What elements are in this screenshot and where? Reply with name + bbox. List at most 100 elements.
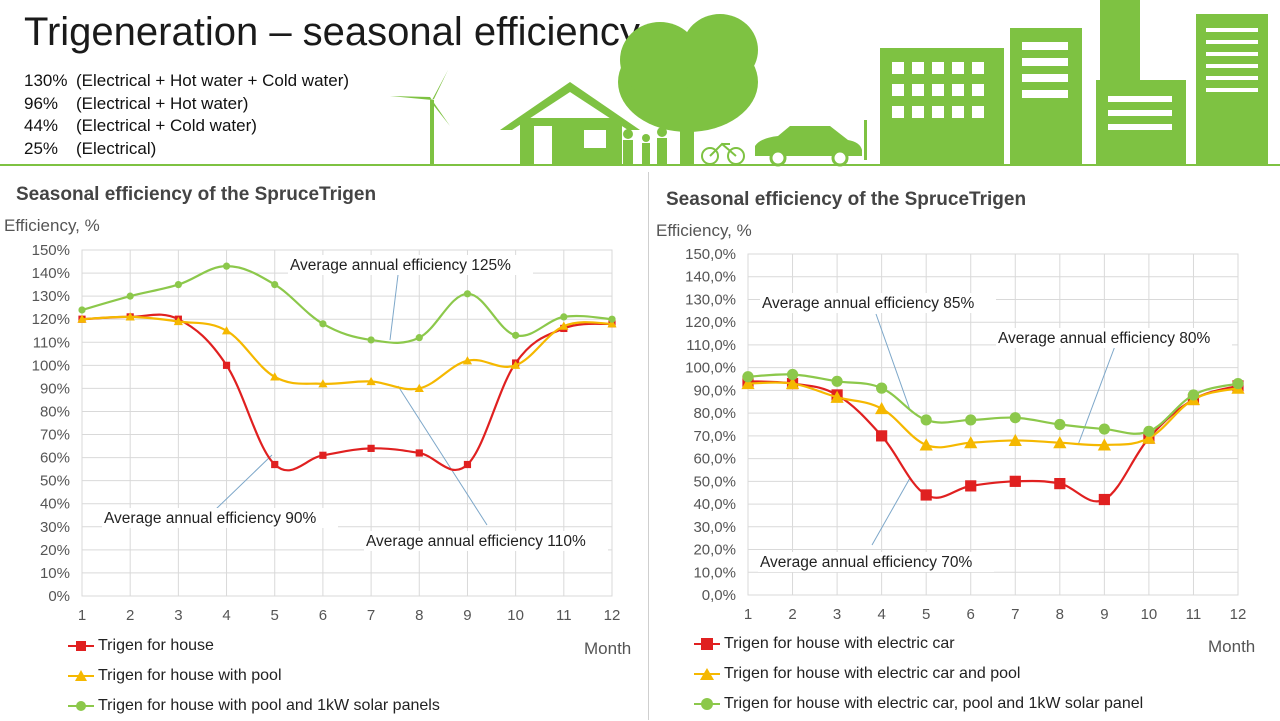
data-point-circle	[786, 368, 799, 381]
x-tick-label: 9	[463, 607, 471, 624]
efficiency-list: 130% (Electrical + Hot water + Cold wate…	[24, 70, 349, 160]
y-tick-label: 90,0%	[693, 382, 736, 399]
annotation-label: Average annual efficiency 110%	[366, 533, 586, 550]
data-point-triangle	[607, 319, 617, 328]
data-point-circle	[876, 382, 888, 394]
y-tick-label: 70%	[40, 427, 70, 444]
right-x-axis-label: Month	[1208, 637, 1256, 656]
data-point-triangle	[366, 376, 376, 386]
y-tick-label: 80,0%	[693, 405, 736, 422]
data-point-triangle	[741, 376, 755, 390]
x-tick-label: 7	[367, 607, 375, 624]
y-tick-label: 40%	[40, 496, 70, 513]
y-tick-label: 40,0%	[693, 496, 736, 513]
data-point-triangle	[173, 316, 183, 326]
legend-circle-marker-icon	[68, 701, 94, 711]
legend-item: Trigen for house with electric car and p…	[694, 659, 1143, 689]
legend-label: Trigen for house with pool and 1kW solar…	[98, 697, 440, 714]
y-tick-label: 110%	[33, 334, 70, 351]
y-tick-label: 140,0%	[685, 269, 736, 286]
data-point-square	[367, 444, 375, 452]
data-point-circle	[512, 331, 520, 339]
x-tick-label: 3	[174, 607, 182, 624]
city-banner-illustration	[390, 0, 1268, 167]
x-tick-label: 8	[415, 607, 423, 624]
legend-label: Trigen for house with pool	[98, 667, 282, 684]
efficiency-row: 25% (Electrical)	[24, 138, 349, 161]
y-tick-label: 150%	[32, 242, 70, 259]
legend-circle-marker-icon	[694, 698, 720, 710]
right-legend: Trigen for house with electric car Trige…	[694, 629, 1143, 719]
annotation-leader-line	[871, 477, 911, 546]
data-point-circle	[1009, 412, 1021, 424]
x-tick-label: 12	[1230, 606, 1247, 623]
electric-car-icon	[755, 120, 867, 167]
efficiency-description: (Electrical)	[76, 138, 157, 158]
x-tick-label: 1	[744, 606, 752, 623]
y-tick-label: 0%	[48, 588, 70, 605]
data-point-square	[965, 480, 977, 492]
header-divider	[0, 164, 1280, 166]
legend-square-marker-icon	[68, 641, 94, 651]
x-tick-label: 4	[877, 606, 885, 623]
x-tick-label: 2	[126, 607, 134, 624]
y-tick-label: 100,0%	[685, 360, 736, 377]
y-tick-label: 130%	[32, 288, 70, 305]
y-tick-label: 80%	[40, 403, 70, 420]
data-point-square	[1009, 475, 1021, 487]
y-tick-label: 50,0%	[693, 473, 736, 490]
y-tick-label: 120%	[32, 311, 70, 328]
y-tick-label: 10%	[40, 565, 70, 582]
annotation-label: Average annual efficiency 70%	[760, 554, 972, 571]
data-point-triangle	[221, 326, 232, 335]
data-point-circle	[608, 315, 616, 323]
x-tick-label: 11	[1186, 606, 1202, 623]
data-point-circle	[78, 306, 86, 314]
left-y-axis-label: Efficiency, %	[4, 216, 100, 235]
y-tick-label: 60,0%	[693, 451, 736, 468]
y-tick-label: 30,0%	[693, 519, 736, 536]
tree-icon	[618, 14, 758, 164]
annotation-label: Average annual efficiency 125%	[290, 257, 511, 274]
data-point-triangle	[785, 376, 800, 390]
x-tick-label: 3	[833, 606, 841, 623]
data-point-triangle	[830, 390, 844, 403]
y-tick-label: 120,0%	[685, 314, 736, 331]
data-point-triangle	[1053, 436, 1067, 449]
data-point-square	[222, 361, 231, 369]
left-x-axis-label: Month	[584, 639, 632, 658]
data-point-square	[1098, 493, 1110, 506]
house-icon	[500, 82, 640, 164]
y-tick-label: 110,0%	[686, 337, 736, 354]
series-line-2	[747, 381, 1239, 449]
y-tick-label: 150,0%	[685, 246, 736, 263]
x-tick-label: 5	[922, 606, 930, 623]
slide-title: Trigeneration – seasonal efficiency	[24, 10, 640, 54]
annotation-leader-line	[397, 385, 488, 526]
legend-item: Trigen for house with pool and 1kW solar…	[68, 691, 440, 721]
data-point-triangle	[318, 379, 328, 388]
annotation-background	[760, 293, 996, 313]
y-tick-label: 70,0%	[693, 428, 736, 445]
legend-label: Trigen for house with electric car and p…	[724, 665, 1021, 682]
annotation-leader-line	[1077, 345, 1116, 446]
annotation-leader-line	[214, 454, 273, 511]
y-tick-label: 100%	[32, 357, 70, 374]
legend-square-marker-icon	[694, 638, 720, 650]
data-point-circle	[1232, 377, 1244, 390]
data-point-circle	[463, 290, 472, 298]
data-point-triangle	[875, 401, 889, 415]
legend-label: Trigen for house with electric car, pool…	[724, 695, 1144, 712]
legend-item: Trigen for house with electric car	[694, 629, 1143, 659]
data-point-square	[415, 449, 423, 457]
efficiency-row: 130% (Electrical + Hot water + Cold wate…	[24, 70, 349, 93]
efficiency-percent: 130%	[24, 71, 68, 90]
y-tick-label: 50%	[40, 473, 70, 490]
left-legend: Trigen for house Trigen for house with p…	[68, 631, 440, 721]
y-tick-label: 90%	[40, 380, 70, 397]
data-point-triangle	[125, 312, 135, 321]
data-point-triangle	[77, 314, 87, 323]
panel-separator	[648, 172, 649, 720]
y-tick-label: 20,0%	[693, 542, 736, 559]
annotation-label: Average annual efficiency 85%	[762, 295, 974, 312]
